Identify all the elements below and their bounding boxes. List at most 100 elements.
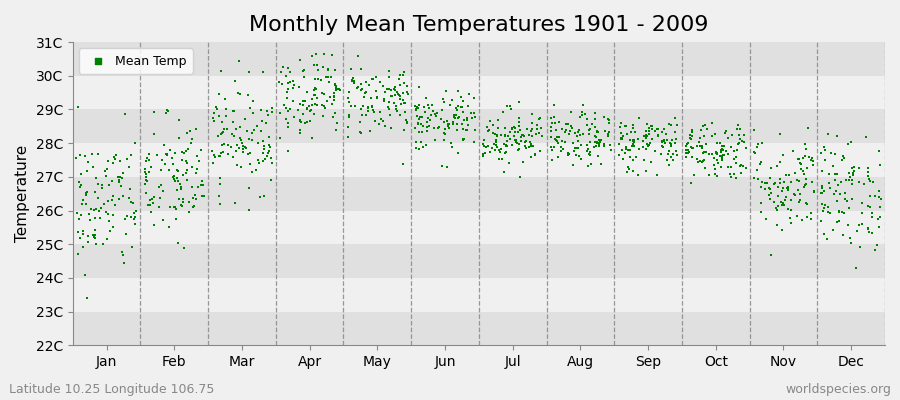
Point — [410, 106, 424, 113]
Point — [636, 144, 651, 151]
Point — [651, 133, 665, 140]
Point — [584, 160, 598, 167]
Point — [544, 124, 558, 130]
Point — [626, 125, 641, 132]
Point — [724, 144, 738, 150]
Point — [415, 114, 429, 120]
Point — [232, 58, 247, 65]
Point — [168, 150, 183, 156]
Point — [236, 148, 250, 155]
Point — [491, 156, 506, 162]
Point — [408, 102, 422, 109]
Point — [575, 131, 590, 138]
Point — [123, 214, 138, 220]
Point — [172, 117, 186, 123]
Point — [490, 132, 504, 138]
Point — [652, 126, 666, 132]
Point — [129, 208, 143, 214]
Point — [191, 184, 205, 190]
Point — [817, 204, 832, 211]
Point — [863, 192, 878, 199]
Point — [527, 151, 542, 158]
Point — [175, 157, 189, 164]
Point — [632, 115, 646, 121]
Point — [162, 167, 176, 173]
Point — [154, 182, 168, 188]
Point — [393, 82, 408, 89]
Point — [731, 140, 745, 147]
Point — [838, 196, 852, 202]
Point — [588, 110, 602, 116]
Point — [626, 138, 641, 144]
Point — [441, 125, 455, 132]
Point — [364, 95, 379, 102]
Point — [281, 65, 295, 72]
Point — [373, 109, 387, 115]
Point — [158, 142, 172, 148]
Point — [76, 231, 91, 238]
Point — [123, 186, 138, 192]
Point — [412, 116, 427, 122]
Point — [234, 137, 248, 144]
Point — [709, 140, 724, 147]
Point — [111, 174, 125, 180]
Point — [779, 185, 794, 192]
Point — [381, 104, 395, 110]
Point — [140, 178, 154, 184]
Point — [368, 118, 382, 124]
Point — [706, 162, 721, 168]
Point — [256, 146, 271, 152]
Point — [89, 175, 104, 181]
Point — [304, 135, 319, 141]
Point — [280, 89, 294, 96]
Point — [581, 127, 596, 133]
Point — [427, 108, 441, 114]
Point — [500, 143, 514, 149]
Point — [454, 104, 468, 110]
Point — [442, 121, 456, 127]
Point — [447, 114, 462, 120]
Point — [554, 144, 569, 150]
Point — [796, 171, 811, 178]
Point — [81, 158, 95, 165]
Text: worldspecies.org: worldspecies.org — [785, 383, 891, 396]
Point — [450, 127, 464, 133]
Point — [623, 136, 637, 143]
Point — [685, 133, 699, 140]
Point — [780, 184, 795, 191]
Point — [620, 131, 634, 137]
Point — [574, 156, 589, 162]
Point — [618, 123, 633, 130]
Point — [166, 161, 180, 168]
Point — [155, 157, 169, 163]
Point — [254, 127, 268, 134]
Point — [739, 165, 753, 171]
Point — [572, 153, 586, 160]
Point — [431, 124, 446, 130]
Bar — [73, 312, 885, 345]
Point — [580, 122, 594, 128]
Point — [184, 140, 198, 146]
Point — [91, 151, 105, 157]
Point — [715, 157, 729, 163]
Point — [733, 136, 747, 142]
Point — [857, 180, 871, 187]
Point — [575, 112, 590, 118]
Point — [392, 96, 407, 102]
Point — [642, 124, 656, 131]
Point — [176, 172, 190, 179]
Point — [255, 118, 269, 124]
Point — [855, 210, 869, 216]
Point — [590, 143, 604, 149]
Point — [821, 130, 835, 137]
Point — [256, 143, 271, 149]
Point — [772, 130, 787, 137]
Point — [179, 148, 194, 155]
Point — [644, 123, 658, 130]
Point — [715, 155, 729, 162]
Point — [127, 210, 141, 216]
Point — [864, 230, 878, 236]
Point — [279, 116, 293, 122]
Point — [551, 154, 565, 160]
Point — [234, 164, 248, 170]
